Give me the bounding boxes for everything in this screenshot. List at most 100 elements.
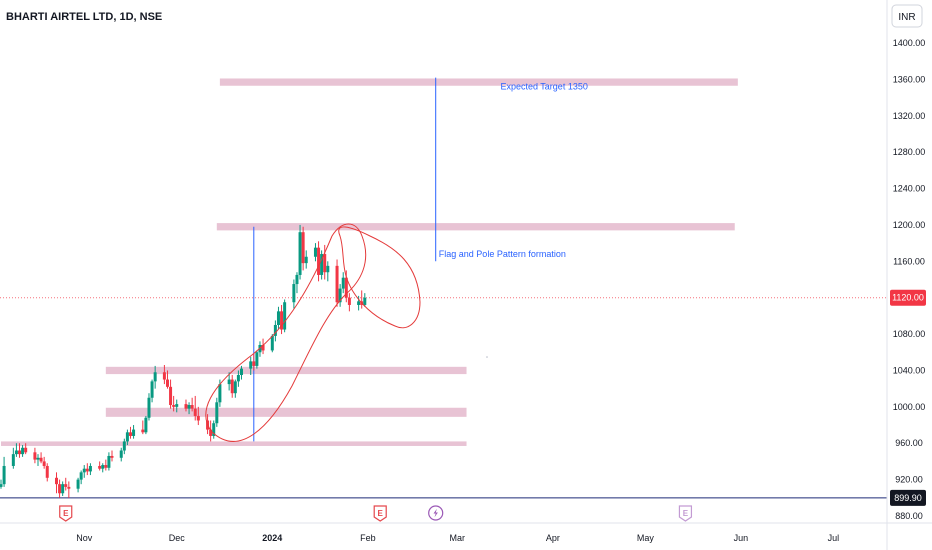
annotation-text[interactable]: Expected Target 1350 bbox=[500, 81, 587, 91]
earnings-marker[interactable]: E bbox=[59, 505, 73, 522]
candle[interactable] bbox=[162, 365, 166, 385]
candle[interactable] bbox=[88, 463, 92, 476]
candle[interactable] bbox=[301, 226, 305, 271]
candle[interactable] bbox=[64, 477, 68, 491]
candle[interactable] bbox=[273, 320, 277, 342]
candle[interactable] bbox=[252, 354, 256, 371]
candle[interactable] bbox=[255, 350, 259, 369]
zone-band[interactable] bbox=[1, 441, 467, 446]
candle[interactable] bbox=[239, 365, 243, 380]
low-price-tag[interactable]: 899.90 bbox=[890, 489, 926, 506]
candle[interactable] bbox=[82, 465, 86, 478]
candle[interactable] bbox=[36, 454, 40, 466]
candle[interactable] bbox=[283, 299, 287, 333]
candle[interactable] bbox=[212, 420, 216, 439]
candle[interactable] bbox=[147, 393, 151, 421]
flag-ellipse[interactable] bbox=[338, 226, 421, 329]
candle[interactable] bbox=[21, 445, 25, 457]
candle[interactable] bbox=[42, 456, 46, 469]
candle[interactable] bbox=[190, 397, 194, 412]
zone-band[interactable] bbox=[219, 78, 738, 86]
candle[interactable] bbox=[45, 463, 49, 482]
candle[interactable] bbox=[141, 420, 145, 435]
candle[interactable] bbox=[110, 450, 114, 462]
candle[interactable] bbox=[347, 293, 351, 312]
x-axis[interactable]: Nov Dec 2024 Feb Mar Apr May Jun Jul bbox=[0, 522, 932, 543]
candle[interactable] bbox=[335, 259, 339, 307]
candle[interactable] bbox=[320, 250, 324, 280]
earnings-marker[interactable]: E bbox=[373, 505, 387, 522]
candle[interactable] bbox=[276, 306, 280, 330]
dividend-marker[interactable] bbox=[428, 505, 444, 521]
candle[interactable] bbox=[261, 338, 265, 355]
candle[interactable] bbox=[357, 295, 361, 311]
candle[interactable] bbox=[61, 481, 65, 496]
candle[interactable] bbox=[187, 402, 191, 415]
candle[interactable] bbox=[58, 479, 62, 498]
candle[interactable] bbox=[107, 452, 111, 471]
candle[interactable] bbox=[298, 224, 302, 280]
candle[interactable] bbox=[85, 463, 89, 476]
candle[interactable] bbox=[233, 379, 237, 398]
candle[interactable] bbox=[144, 415, 148, 435]
candle[interactable] bbox=[132, 425, 136, 439]
candle[interactable] bbox=[338, 284, 342, 307]
candle-body bbox=[347, 297, 351, 305]
candle[interactable] bbox=[39, 452, 43, 464]
candle[interactable] bbox=[79, 470, 83, 485]
candle[interactable] bbox=[11, 447, 15, 469]
candle[interactable] bbox=[128, 426, 132, 439]
candle[interactable] bbox=[280, 304, 284, 335]
candle[interactable] bbox=[0, 479, 3, 489]
candle[interactable] bbox=[125, 429, 129, 446]
candle[interactable] bbox=[67, 481, 71, 498]
candle[interactable] bbox=[184, 399, 188, 412]
candle[interactable] bbox=[2, 456, 6, 487]
candle[interactable] bbox=[14, 443, 18, 457]
earnings-marker[interactable]: E bbox=[678, 505, 693, 522]
candle[interactable] bbox=[175, 399, 179, 413]
candle[interactable] bbox=[101, 463, 105, 473]
candle[interactable] bbox=[227, 372, 231, 391]
candle[interactable] bbox=[215, 397, 219, 427]
candle[interactable] bbox=[313, 243, 317, 262]
candle[interactable] bbox=[17, 443, 21, 458]
zone-band[interactable] bbox=[105, 407, 467, 417]
candle[interactable] bbox=[341, 272, 345, 294]
candle[interactable] bbox=[304, 250, 308, 269]
candle[interactable] bbox=[236, 370, 240, 387]
candle[interactable] bbox=[270, 334, 274, 353]
currency-button[interactable]: INR bbox=[891, 4, 923, 28]
candle[interactable] bbox=[193, 395, 197, 421]
zone-band[interactable] bbox=[105, 366, 467, 375]
candle[interactable] bbox=[249, 356, 253, 376]
candle[interactable] bbox=[295, 272, 299, 294]
candle[interactable] bbox=[230, 375, 234, 398]
y-axis[interactable]: 1400.00 1360.00 1320.00 1280.00 1240.00 1200.… bbox=[886, 0, 925, 550]
annotation-text[interactable]: Flag and Pole Pattern formation bbox=[439, 249, 566, 259]
currency-button-frame[interactable] bbox=[891, 4, 923, 28]
candle[interactable] bbox=[76, 477, 80, 493]
candle[interactable] bbox=[172, 395, 176, 412]
candle[interactable] bbox=[317, 241, 321, 282]
candle[interactable] bbox=[150, 379, 154, 403]
candle[interactable] bbox=[122, 438, 126, 455]
candle[interactable] bbox=[196, 406, 200, 426]
candle[interactable] bbox=[363, 293, 367, 307]
zone-band[interactable] bbox=[216, 223, 735, 231]
candle[interactable] bbox=[24, 443, 28, 455]
candle[interactable] bbox=[33, 447, 37, 464]
candle[interactable] bbox=[292, 279, 296, 309]
candle[interactable] bbox=[169, 379, 173, 409]
candle[interactable] bbox=[326, 261, 330, 282]
candle[interactable] bbox=[119, 447, 123, 462]
pole-ellipse[interactable] bbox=[205, 223, 367, 442]
candle[interactable] bbox=[323, 244, 327, 280]
candle[interactable] bbox=[104, 459, 108, 471]
candle[interactable] bbox=[54, 472, 58, 494]
last-price-tag[interactable]: 1120.00 bbox=[890, 289, 926, 306]
candle[interactable] bbox=[98, 461, 102, 471]
candle[interactable] bbox=[153, 365, 157, 389]
candle[interactable] bbox=[165, 370, 169, 389]
